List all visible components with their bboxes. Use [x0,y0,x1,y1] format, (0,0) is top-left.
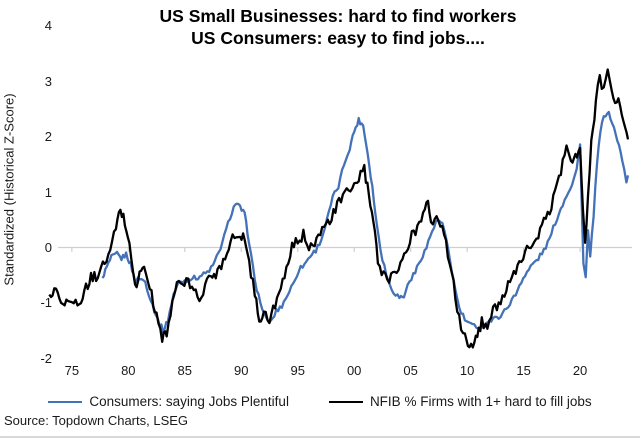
x-tick-label: 10 [459,363,475,378]
nfib-line-swatch [328,400,363,403]
x-tick-label: 05 [403,363,418,378]
y-tick-label: 4 [44,18,52,34]
x-tick-label: 75 [64,363,80,378]
y-tick-label: 0 [44,240,52,255]
series-line-nfib [48,68,630,349]
legend-label-nfib: NFIB % Firms with 1+ hard to fill jobs [369,394,592,409]
series-line-consumers [101,110,630,335]
legend-label-consumers: Consumers: saying Jobs Plentiful [89,394,289,409]
y-tick-label: 3 [44,73,52,89]
chart-title-line2: US Consumers: easy to find jobs.... [191,28,485,48]
y-tick-label: -2 [40,350,52,366]
y-tick-label: 2 [44,129,52,145]
y-tick-label: -1 [40,295,52,311]
x-tick-label: 00 [346,363,362,378]
zero-gridline-layer [58,246,632,253]
legend-item-nfib: NFIB % Firms with 1+ hard to fill jobs [328,394,592,409]
legend-item-consumers: Consumers: saying Jobs Plentiful [48,394,289,409]
consumers-line-swatch [48,400,83,403]
source-note: Source: Topdown Charts, LSEG [4,413,189,428]
chart-title: US Small Businesses: hard to find worker… [36,5,640,49]
chart-title-line1: US Small Businesses: hard to find worker… [159,6,517,26]
x-tick-label: 95 [290,363,305,378]
x-tick-label: 15 [516,363,531,378]
series-lines-layer [48,68,630,349]
y-tick-label: 1 [44,184,52,200]
x-tick-label: 85 [177,363,192,378]
x-tick-label: 90 [234,363,249,378]
x-tick-label: 80 [121,363,136,378]
x-tick-label: 20 [572,363,588,378]
legend: Consumers: saying Jobs Plentiful NFIB % … [0,394,640,409]
